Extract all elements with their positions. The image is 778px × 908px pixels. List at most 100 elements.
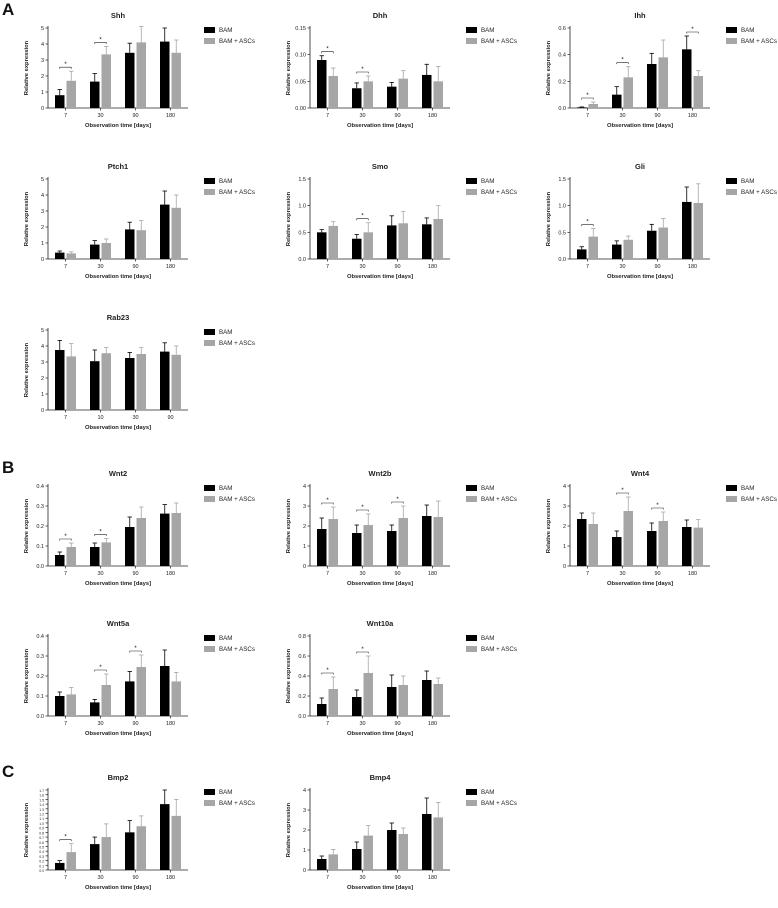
y-axis-label: Relative expression: [24, 802, 30, 857]
x-tick-label: 7: [326, 875, 329, 881]
legend-swatch-bam: [204, 635, 215, 641]
significance-bracket: [686, 31, 699, 34]
legend-swatch-bam: [466, 27, 477, 33]
bar-bam: [612, 94, 622, 108]
chart-title: Wnt2: [109, 469, 127, 478]
y-tick-label: 0: [303, 564, 306, 570]
y-tick-label: 5: [41, 328, 44, 334]
y-tick-label: 0.6: [39, 841, 44, 845]
y-tick-label: 1.3: [39, 808, 44, 812]
panel-label-a: A: [2, 0, 15, 19]
legend-swatch-bam: [204, 485, 215, 491]
legend-label: BAM: [481, 635, 494, 642]
legend-label: BAM: [219, 789, 232, 796]
y-axis-label: Relative expression: [286, 191, 292, 246]
y-tick-label: 1.6: [39, 794, 44, 798]
y-tick-label: 2: [303, 828, 306, 834]
x-tick-label: 7: [64, 875, 67, 881]
significance-star: *: [64, 834, 67, 841]
x-tick-label: 7: [326, 113, 329, 119]
bar-bam-ascs: [693, 203, 703, 259]
significance-star: *: [586, 219, 589, 226]
x-tick-label: 7: [326, 571, 329, 577]
y-tick-label: 1.1: [39, 817, 44, 821]
bar-bam-ascs: [171, 52, 181, 108]
bar-bam-ascs: [136, 42, 146, 108]
bar-bam-ascs: [363, 81, 373, 108]
bar-bam: [317, 704, 327, 716]
y-tick-label: 3: [41, 58, 44, 64]
bar-bam-ascs: [433, 219, 443, 259]
bar-bam-ascs: [363, 525, 373, 566]
x-axis-label: Observation time [days]: [85, 425, 151, 431]
legend-swatch-bam-ascs: [726, 496, 737, 502]
legend-label: BAM: [481, 485, 494, 492]
legend-label: BAM + ASCs: [219, 496, 255, 503]
y-tick-label: 0.4: [36, 634, 44, 640]
chart-title: Ptch1: [108, 162, 128, 171]
y-axis-label: Relative expression: [24, 648, 30, 703]
y-tick-label: 1: [563, 544, 566, 550]
y-tick-label: 4: [563, 484, 566, 490]
significance-star: *: [361, 213, 364, 220]
x-tick-label: 90: [167, 415, 173, 421]
panel-label-b: B: [2, 458, 15, 477]
legend-swatch-bam: [466, 485, 477, 491]
bar-bam-ascs: [693, 527, 703, 566]
significance-star: *: [99, 36, 102, 43]
legend-swatch-bam: [204, 789, 215, 795]
legend-swatch-bam: [726, 485, 737, 491]
legend-label: BAM + ASCs: [481, 38, 517, 45]
legend-label: BAM: [219, 635, 232, 642]
chart-wnt2: Wnt2 0.0 0.1 0.2 0.3 0.4 Relative expression 7 3…: [18, 464, 268, 587]
bar-bam-ascs: [171, 681, 181, 716]
bar-bam: [352, 849, 362, 870]
bar-bam-ascs: [398, 834, 408, 870]
bar-bam: [422, 74, 432, 108]
y-tick-label: 0.8: [298, 634, 306, 640]
bar-bam-ascs: [101, 353, 111, 410]
chart-svg: Bmp4 0 1 2 3 4 Relative expression 7 30 90 180 Obse…: [286, 773, 517, 891]
x-tick-label: 180: [166, 875, 175, 881]
bar-bam-ascs: [693, 76, 703, 108]
chart-svg: Wnt10a 0.0 0.2 0.4 0.6 0.8 Relative expression…: [286, 619, 517, 737]
chart-svg: Rab23 0 1 2 3 4 5 Relative expression 7 10 30 90 Obs…: [24, 313, 255, 431]
x-tick-label: 30: [97, 875, 103, 881]
bar-bam-ascs: [433, 517, 443, 566]
significance-star: *: [361, 504, 364, 511]
y-tick-label: 0.2: [36, 524, 44, 530]
legend-label: BAM: [481, 789, 494, 796]
legend-label: BAM + ASCs: [219, 800, 255, 807]
y-tick-label: 0.3: [39, 855, 44, 859]
x-tick-label: 30: [619, 264, 625, 270]
x-tick-label: 180: [166, 571, 175, 577]
chart-svg: Ptch1 0 1 2 3 4 5 Relative expression 7 30 90 180 Ob…: [24, 162, 255, 280]
x-axis-label: Observation time [days]: [607, 581, 673, 587]
bar-bam-ascs: [328, 854, 338, 870]
y-tick-label: 0.0: [298, 714, 306, 720]
significance-star: *: [621, 487, 624, 494]
y-axis-label: Relative expression: [286, 648, 292, 703]
y-tick-label: 1: [41, 90, 44, 96]
x-tick-label: 30: [97, 264, 103, 270]
y-tick-label: 2: [303, 524, 306, 530]
bar-bam: [387, 687, 397, 716]
chart-wnt10a: Wnt10a 0.0 0.2 0.4 0.6 0.8 Relative expression…: [280, 614, 530, 737]
y-tick-label: 4: [41, 344, 44, 350]
x-tick-label: 30: [359, 571, 365, 577]
y-tick-label: 0.4: [298, 674, 306, 680]
chart-title: Smo: [372, 162, 389, 171]
y-tick-label: 0: [41, 408, 44, 414]
bar-bam-ascs: [328, 225, 338, 259]
bar-bam-ascs: [171, 513, 181, 566]
bar-bam: [55, 95, 65, 108]
bar-bam-ascs: [363, 835, 373, 870]
significance-bracket: [129, 650, 142, 653]
x-tick-label: 180: [428, 721, 437, 727]
bar-bam-ascs: [66, 80, 76, 108]
legend-label: BAM: [741, 485, 754, 492]
chart-svg: Wnt2 0.0 0.1 0.2 0.3 0.4 Relative expression 7 3…: [24, 469, 255, 587]
x-tick-label: 7: [586, 264, 589, 270]
y-tick-label: 2: [41, 376, 44, 382]
bar-bam: [160, 804, 170, 870]
